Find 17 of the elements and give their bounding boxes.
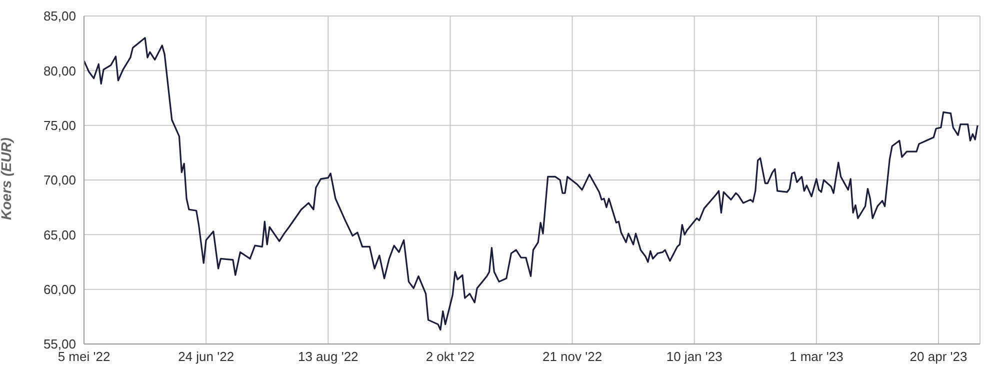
- y-tick-label: 80,00: [43, 63, 76, 78]
- line-series: [84, 37, 978, 331]
- y-tick-label: 75,00: [43, 118, 76, 133]
- x-tick-label: 10 jan '23: [666, 349, 722, 364]
- x-tick-label: 5 mei '22: [58, 349, 110, 364]
- x-tick-label: 24 jun '22: [178, 349, 234, 364]
- y-tick-label: 55,00: [43, 336, 76, 352]
- y-tick-label: 85,00: [43, 8, 76, 24]
- x-tick-label: 1 mar '23: [790, 349, 844, 364]
- y-tick-label: 60,00: [43, 282, 76, 297]
- y-tick-label: 65,00: [43, 227, 76, 242]
- y-axis-title: Koers (EUR): [0, 137, 14, 220]
- x-tick-label: 2 okt '22: [426, 349, 475, 364]
- x-tick-label: 21 nov '22: [542, 349, 602, 364]
- y-tick-label: 70,00: [43, 172, 76, 188]
- x-tick-label: 20 apr '23: [910, 349, 968, 364]
- x-tick-label: 13 aug '22: [298, 349, 358, 364]
